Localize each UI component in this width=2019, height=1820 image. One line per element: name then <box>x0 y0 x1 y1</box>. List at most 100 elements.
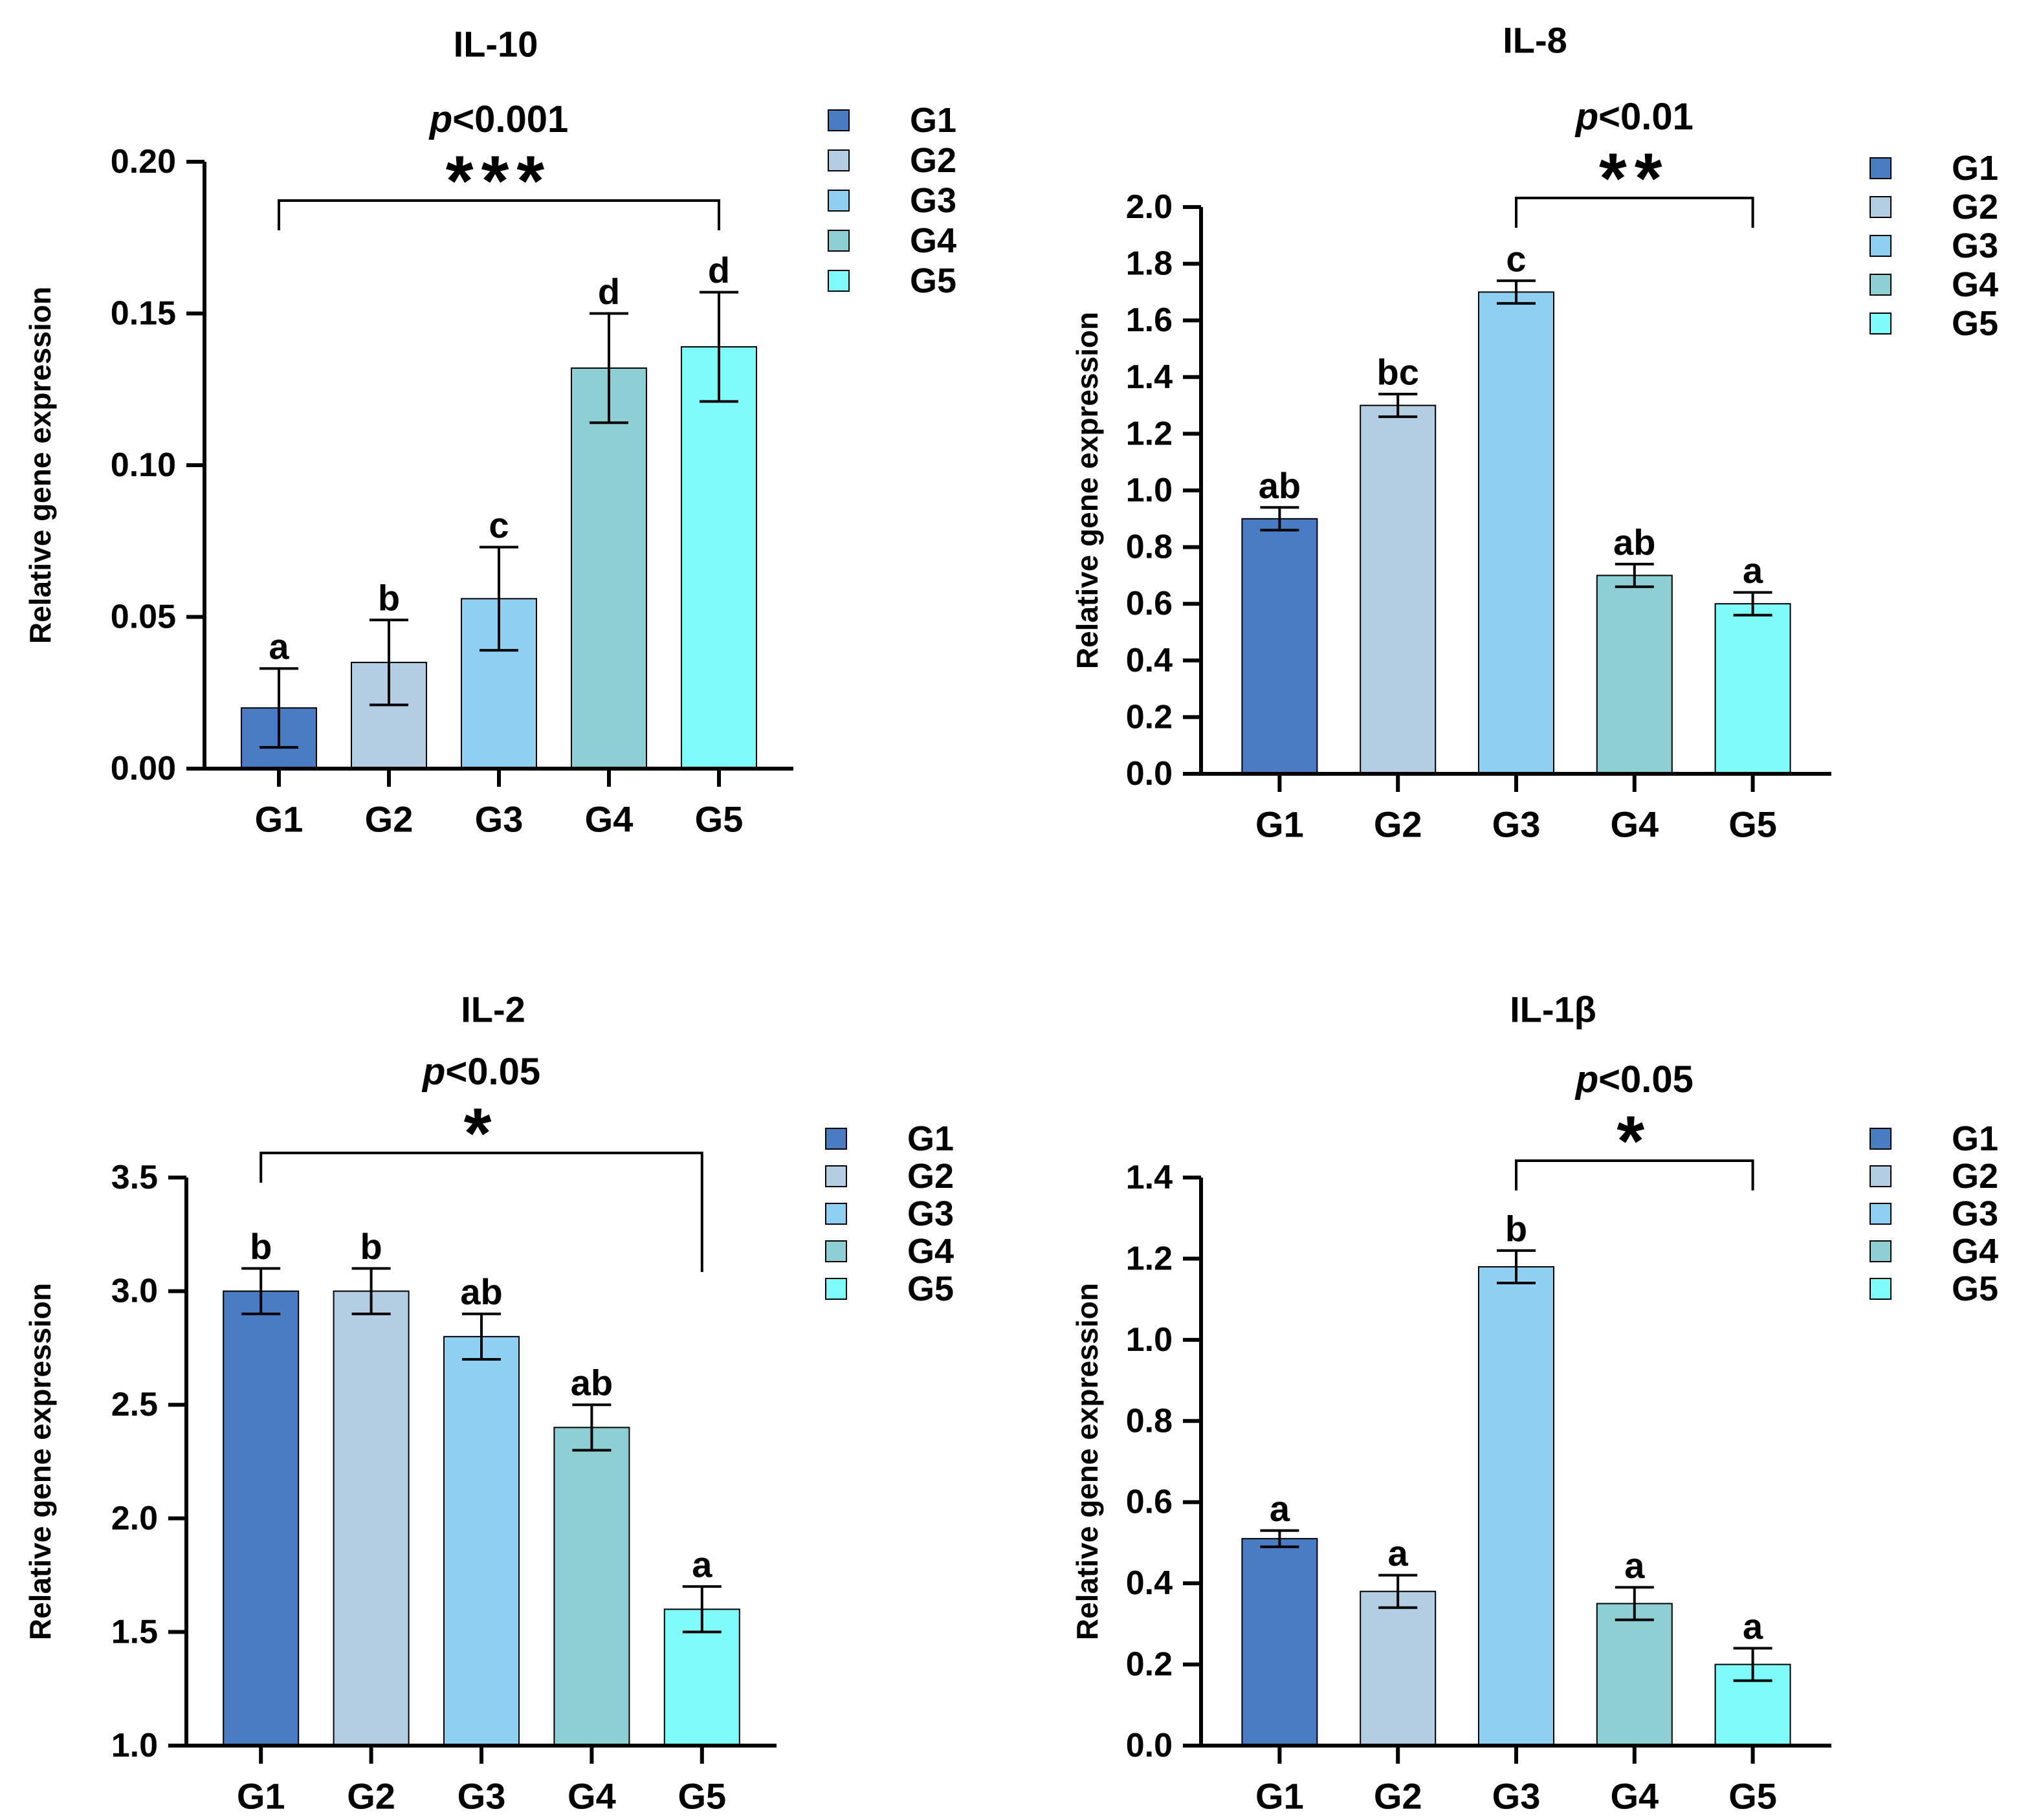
legend-swatch-g4 <box>1870 274 1892 296</box>
legend-swatch-g2 <box>828 149 850 171</box>
y-tick-label: 1.0 <box>1126 1321 1173 1359</box>
legend-label: G3 <box>1952 226 1998 265</box>
bar-g4 <box>571 367 647 769</box>
bar-g2 <box>333 1290 410 1746</box>
p-value-label: p<0.05 <box>421 1051 540 1093</box>
x-tick-label: G2 <box>1374 804 1422 845</box>
x-tick-label: G2 <box>347 1776 395 1817</box>
legend-label: G4 <box>907 1232 954 1271</box>
legend-swatch-g2 <box>1870 196 1892 218</box>
significance-letter: ab <box>460 1271 502 1312</box>
significance-letter: c <box>1506 238 1526 279</box>
legend-label: G2 <box>910 141 956 180</box>
legend-label: G2 <box>1952 1157 1998 1196</box>
p-value-label: p<0.05 <box>1574 1058 1694 1101</box>
significance-bracket <box>1515 197 1754 228</box>
y-tick-label: 0.10 <box>111 446 176 484</box>
legend-swatch-g1 <box>828 109 850 131</box>
error-bar-g2 <box>1378 393 1418 419</box>
legend-label: G3 <box>1952 1194 1998 1233</box>
x-tick-label: G4 <box>568 1776 616 1817</box>
y-tick-label: 1.2 <box>1126 1240 1173 1277</box>
x-tick-label: G4 <box>585 799 634 840</box>
error-bar-g1 <box>241 1267 281 1315</box>
y-tick-label: 1.4 <box>1126 1159 1173 1196</box>
legend-label: G4 <box>910 221 956 260</box>
p-value-label: p<0.001 <box>428 98 568 140</box>
y-tick-label: 0.6 <box>1126 1484 1173 1521</box>
x-tick-label: G5 <box>695 799 744 840</box>
y-tick-label: 0.05 <box>111 598 176 636</box>
x-tick-label: G2 <box>1374 1776 1422 1817</box>
y-axis-label: Relative gene expression <box>1070 1283 1104 1640</box>
error-bar-g4 <box>590 312 628 424</box>
y-tick-label: 0.2 <box>1126 1646 1173 1683</box>
x-tick-label: G3 <box>458 1776 506 1817</box>
y-tick-label: 2.0 <box>111 1500 158 1537</box>
legend-swatch-g3 <box>1870 235 1892 257</box>
x-tick-label: G1 <box>1255 804 1304 845</box>
chart-panel-il-10: IL-10 Relative gene expression a b c d d 0.00 0.… <box>23 24 956 840</box>
chart-panel-il-2: IL-2 Relative gene expression b b ab ab a 1.0 1.… <box>23 989 954 1817</box>
legend-label: G3 <box>907 1194 954 1233</box>
legend-label: G5 <box>1952 304 1998 343</box>
significance-letter: a <box>1743 550 1763 591</box>
y-axis-label: Relative gene expression <box>1070 312 1104 669</box>
x-tick-label: G4 <box>1610 1776 1659 1817</box>
y-tick-label: 3.5 <box>111 1159 158 1196</box>
significance-letter: a <box>1388 1533 1409 1573</box>
legend-label: G2 <box>1952 188 1998 226</box>
legend-swatch-g5 <box>1870 312 1892 334</box>
significance-letter: ab <box>571 1363 613 1403</box>
chart-title: IL-1β <box>1510 989 1596 1030</box>
error-bar-g4 <box>1615 1586 1654 1621</box>
bar-g3 <box>1478 291 1554 774</box>
chart-panel-il-8: IL-8 Relative gene expression ab bc c ab a 0.0 0… <box>1070 20 1998 845</box>
y-tick-label: 0.0 <box>1126 755 1173 793</box>
bar-g1 <box>223 1290 300 1746</box>
p-value-label: p<0.01 <box>1574 96 1694 138</box>
significance-bracket <box>259 1152 703 1272</box>
error-bar-g5 <box>682 1585 722 1634</box>
bar-g4 <box>1596 1603 1673 1746</box>
significance-letter: b <box>360 1226 382 1267</box>
y-tick-label: 0.2 <box>1126 698 1173 736</box>
error-bar-g1 <box>1260 506 1299 532</box>
y-tick-label: 1.5 <box>111 1613 158 1650</box>
error-bar-g2 <box>1378 1573 1418 1609</box>
y-tick-label: 1.8 <box>1126 245 1173 283</box>
significance-letter: c <box>489 505 509 545</box>
error-bar-g5 <box>1733 591 1772 617</box>
x-tick-label: G5 <box>1728 1776 1777 1817</box>
significance-letter: d <box>708 250 730 291</box>
x-tick-label: G1 <box>255 799 303 840</box>
legend-swatch-g4 <box>1870 1240 1892 1262</box>
y-tick-label: 0.4 <box>1126 1564 1173 1602</box>
bar-g5 <box>681 346 757 769</box>
significance-stars: ** <box>1599 139 1670 219</box>
error-bar-g1 <box>259 667 298 749</box>
bar-g4 <box>1596 575 1673 775</box>
chart-title: IL-8 <box>1503 20 1567 61</box>
significance-letter: a <box>692 1544 712 1585</box>
y-tick-label: 0.4 <box>1126 642 1173 679</box>
error-bar-g3 <box>462 1312 501 1361</box>
bar-g2 <box>1360 1590 1437 1747</box>
significance-letter: ab <box>1613 521 1655 562</box>
significance-letter: a <box>269 626 289 667</box>
x-tick-label: G2 <box>365 799 414 840</box>
y-tick-label: 2.5 <box>111 1386 158 1423</box>
chart-panel-il-1-: IL-1β Relative gene expression a a b a a 0.0 0.2… <box>1070 989 1998 1817</box>
legend-label: G5 <box>910 261 956 300</box>
legend-swatch-g1 <box>825 1128 847 1150</box>
y-tick-label: 0.0 <box>1126 1727 1173 1764</box>
bar-g2 <box>1360 404 1437 774</box>
significance-bracket <box>278 199 720 230</box>
legend-label: G5 <box>907 1269 954 1308</box>
significance-letter: a <box>1743 1606 1763 1647</box>
x-tick-label: G5 <box>1728 804 1777 845</box>
